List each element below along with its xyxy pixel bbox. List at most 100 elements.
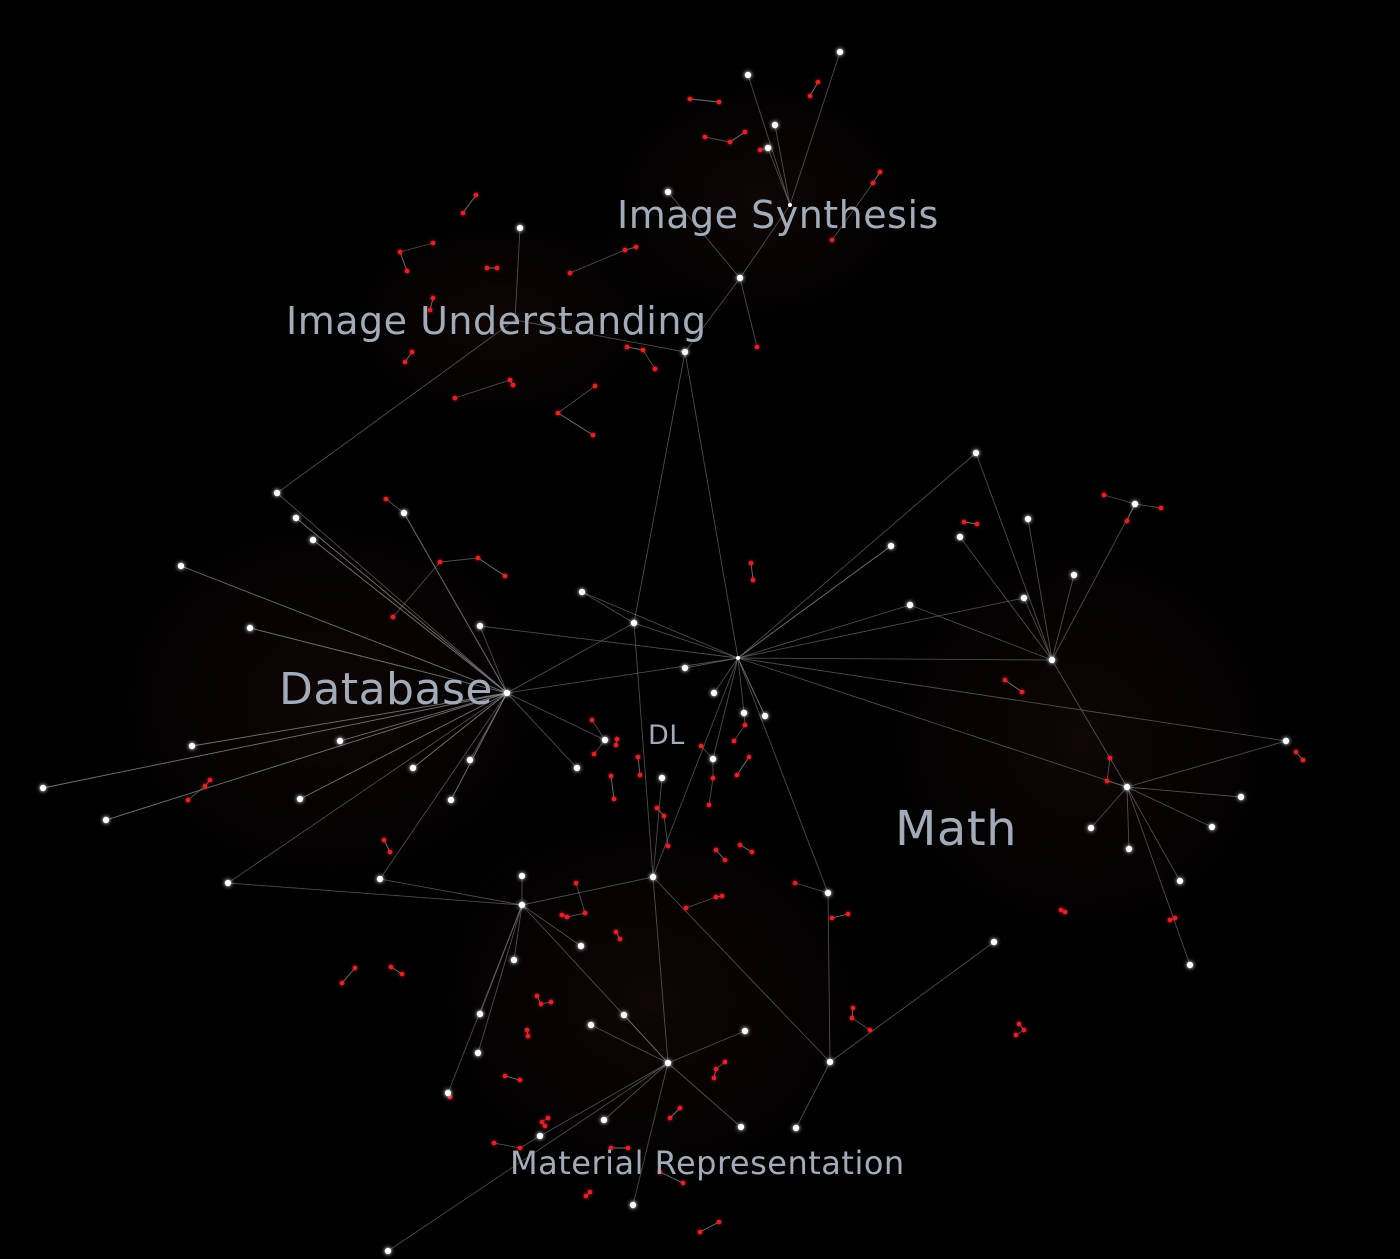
graph-edge [704, 136, 731, 143]
graph-node-leaf [870, 180, 876, 186]
graph-edge [1126, 786, 1181, 882]
graph-edge [737, 545, 892, 659]
graph-node [1087, 824, 1095, 832]
graph-edge [1126, 786, 1130, 850]
graph-edge [581, 591, 739, 659]
graph-edge [642, 349, 656, 370]
graph-node [1131, 500, 1139, 508]
graph-edge [462, 194, 477, 214]
graph-node-leaf [637, 772, 643, 778]
graph-edge [737, 657, 1053, 661]
graph-node-leaf [591, 751, 597, 757]
graph-node-leaf [622, 247, 628, 253]
graph-node-leaf [1158, 505, 1164, 511]
graph-edge [747, 74, 791, 206]
graph-node-leaf [587, 1189, 593, 1195]
graph-edge [591, 719, 606, 741]
graph-edge [521, 876, 654, 906]
graph-edge [959, 536, 1053, 661]
graph-node-leaf [687, 96, 693, 102]
graph-edge [794, 882, 829, 894]
graph-edge [506, 692, 606, 741]
graph-edge [105, 692, 508, 821]
graph-node [474, 1049, 482, 1057]
graph-node [1123, 783, 1131, 791]
graph-edge [514, 227, 521, 321]
graph-node-leaf [746, 754, 752, 760]
graph-node-leaf [525, 1033, 531, 1039]
graph-node [577, 942, 585, 950]
graph-node-leaf [539, 1119, 545, 1125]
graph-edge [667, 191, 741, 279]
graph-edge [652, 876, 669, 1064]
graph-node [409, 764, 417, 772]
graph-edge [684, 351, 739, 659]
graph-node-leaf [352, 965, 358, 971]
graph-edge [1090, 786, 1128, 829]
graph-node [710, 689, 718, 697]
graph-edge [809, 81, 819, 97]
graph-edge [42, 692, 508, 789]
graph-node-leaf [545, 1115, 551, 1121]
graph-node-leaf [1058, 907, 1064, 913]
graph-hub-node [736, 656, 740, 660]
graph-node [736, 274, 744, 282]
graph-node-leaf [807, 93, 813, 99]
graph-node [578, 588, 586, 596]
graph-edge [506, 657, 739, 694]
graph-node-leaf [1101, 492, 1107, 498]
graph-edge [187, 785, 206, 801]
graph-node-leaf [590, 432, 596, 438]
graph-edge [569, 249, 626, 274]
graph-edge [1134, 503, 1162, 509]
graph-node-leaf [592, 383, 598, 389]
graph-edge [737, 657, 745, 714]
graph-edge [652, 777, 663, 878]
graph-node-leaf [698, 743, 704, 749]
graph-edge [227, 692, 508, 884]
graph-node [292, 514, 300, 522]
graph-node [102, 816, 110, 824]
graph-node [972, 449, 980, 457]
graph-edge [581, 591, 635, 624]
graph-node [518, 872, 526, 880]
graph-edge [1106, 757, 1111, 782]
graph-edge [504, 1075, 521, 1081]
graph-node [740, 709, 748, 717]
graph-node [224, 879, 232, 887]
graph-node-leaf [665, 843, 671, 849]
graph-node-leaf [742, 722, 748, 728]
graph-edge [737, 597, 1025, 659]
graph-node-leaf [1124, 518, 1130, 524]
graph-node [1237, 793, 1245, 801]
graph-node-leaf [1300, 757, 1306, 763]
graph-node [737, 1123, 745, 1131]
graph-node [536, 1132, 544, 1140]
graph-node-leaf [633, 244, 639, 250]
graph-node-leaf [1167, 917, 1173, 923]
label-layer: Image Synthesis Image Understanding Data… [279, 193, 1018, 1183]
graph-edge [566, 912, 586, 918]
graph-node-leaf [1021, 1027, 1027, 1033]
graph-edge [739, 277, 758, 348]
graph-node-leaf [640, 347, 646, 353]
graph-node [1024, 515, 1032, 523]
background-haze [0, 20, 1380, 1259]
graph-edge [479, 625, 739, 659]
graph-node [629, 1201, 637, 1209]
graph-edge [667, 1062, 742, 1128]
graph-node [466, 756, 474, 764]
graph-node [744, 71, 752, 79]
graph-node [384, 1247, 392, 1255]
graph-node-leaf [387, 849, 393, 855]
graph-node-leaf [624, 344, 630, 350]
graph-node [1070, 571, 1078, 579]
graph-node-leaf [667, 1115, 673, 1121]
graph-node-leaf [1013, 1032, 1019, 1038]
graph-node [246, 624, 254, 632]
graph-edge [385, 498, 405, 514]
graph-node-leaf [677, 1105, 683, 1111]
graph-node-leaf [734, 772, 740, 778]
graph-edge [1051, 503, 1136, 661]
graph-edge [736, 756, 750, 776]
